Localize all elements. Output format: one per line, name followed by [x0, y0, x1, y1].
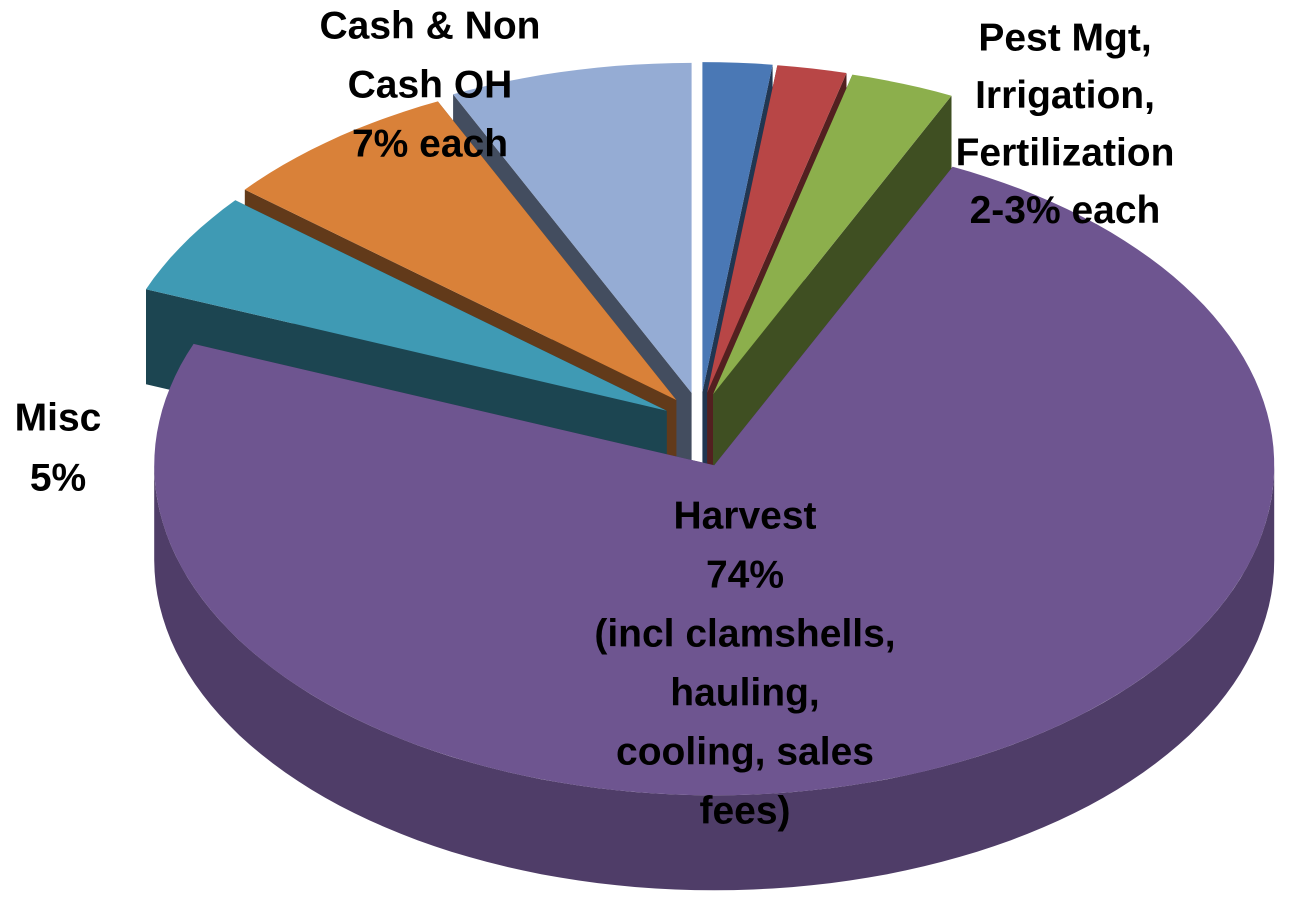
slice — [713, 74, 952, 395]
slice-side — [154, 465, 1275, 891]
slice — [702, 62, 773, 393]
slice-side — [713, 95, 952, 490]
slice-label: fees) — [699, 789, 790, 832]
slice — [154, 166, 1275, 796]
slice — [453, 62, 692, 393]
slice-label: Misc — [15, 396, 102, 439]
slice — [244, 101, 677, 401]
slice — [707, 65, 847, 393]
slice — [146, 200, 667, 411]
slice-label: 7% each — [352, 122, 508, 165]
slice-label: Harvest — [673, 494, 816, 537]
slice-label: hauling, — [670, 671, 820, 714]
slice-label: cooling, sales — [616, 730, 874, 773]
pie — [146, 62, 1275, 891]
slice-label: 5% — [30, 456, 86, 499]
slice-label: Pest Mgt, — [978, 16, 1151, 59]
labels: Pest Mgt, Irrigation, Fertilization 2-3% ea… — [15, 4, 1175, 832]
slice-label: (incl clamshells, — [594, 612, 895, 655]
slice-label: Fertilization — [956, 131, 1175, 174]
slice-label: Irrigation, — [975, 74, 1155, 117]
slice-label: 2-3% each — [970, 189, 1161, 232]
slice-label: Cash OH — [348, 63, 513, 106]
slice-label: 74% — [706, 553, 784, 596]
slice-label: Cash & Non — [319, 4, 540, 47]
